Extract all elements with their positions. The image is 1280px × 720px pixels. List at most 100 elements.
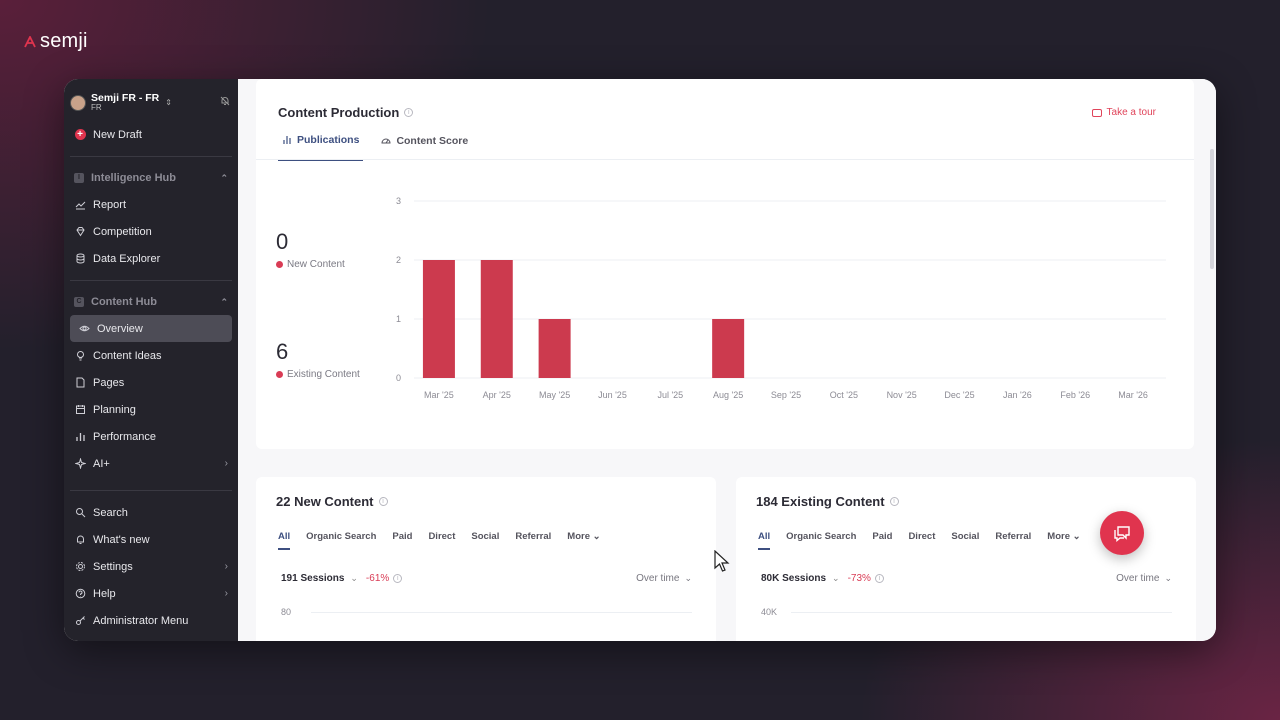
tab-direct[interactable]: Direct — [428, 531, 456, 542]
divider — [70, 156, 232, 157]
range-label: Over time — [636, 573, 680, 584]
tab-organic-search[interactable]: Organic Search — [786, 531, 857, 542]
tab-paid[interactable]: Paid — [872, 531, 893, 542]
sidebar-item-label: Help — [93, 587, 116, 600]
chart-bar[interactable] — [538, 319, 571, 378]
tab-social[interactable]: Social — [951, 531, 980, 542]
sidebar-item-administrator-menu[interactable]: Administrator Menu — [70, 607, 232, 634]
sidebar-item-label: Data Explorer — [93, 252, 161, 265]
info-icon[interactable]: i — [378, 497, 388, 506]
sidebar-item-help[interactable]: Help › — [70, 580, 232, 607]
x-tick-label: Jan '26 — [1003, 390, 1032, 400]
sessions-dropdown[interactable]: 191 Sessions — [281, 573, 345, 584]
card-title: 22 New Content — [276, 494, 374, 509]
bell-off-icon[interactable] — [220, 96, 230, 109]
tab-social[interactable]: Social — [471, 531, 500, 542]
tab-label: More — [1047, 531, 1070, 542]
plus-icon: + — [74, 129, 86, 140]
section-label: Intelligence Hub — [91, 172, 176, 184]
tab-more[interactable]: More ⌄ — [1047, 531, 1080, 550]
chart-bar[interactable] — [422, 260, 455, 378]
sidebar-item-data-explorer[interactable]: Data Explorer — [64, 245, 238, 272]
new-content-card: 22 New Content i All Organic Search Paid… — [256, 477, 716, 641]
chevron-down-icon: ⌄ — [1164, 573, 1172, 583]
sidebar-item-performance[interactable]: Performance — [64, 423, 238, 450]
new-draft-label: New Draft — [93, 128, 142, 141]
tab-publications[interactable]: Publications — [278, 134, 364, 161]
range-dropdown[interactable]: Over time ⌄ — [1116, 573, 1172, 584]
tab-direct[interactable]: Direct — [908, 531, 936, 542]
section-intelligence-hub[interactable]: I Intelligence Hub ⌃ — [64, 165, 238, 191]
x-tick-label: Feb '26 — [1060, 390, 1090, 400]
content-production-tabs: Publications Content Score — [278, 134, 486, 161]
range-dropdown[interactable]: Over time ⌄ — [636, 573, 692, 584]
gear-icon — [74, 561, 86, 572]
tab-label: Content Score — [396, 135, 469, 147]
workspace-name: Semji FR - FR — [91, 91, 160, 104]
app-window: Semji FR - FR FR ⇕ + New Draft I Intelli… — [64, 79, 1216, 641]
sidebar-item-label: Report — [93, 198, 127, 211]
diamond-icon — [74, 226, 86, 237]
lightbulb-icon — [74, 350, 86, 361]
sidebar-item-label: What's new — [93, 533, 150, 546]
tab-referral[interactable]: Referral — [515, 531, 552, 542]
sidebar-item-label: Search — [93, 506, 128, 519]
x-tick-label: Mar '26 — [1118, 390, 1148, 400]
sidebar-item-label: Settings — [93, 560, 133, 573]
info-icon[interactable]: i — [404, 108, 414, 117]
scrollbar[interactable] — [1210, 149, 1214, 269]
chevron-right-icon: › — [224, 561, 228, 572]
sessions-dropdown[interactable]: 80K Sessions — [761, 573, 827, 584]
tab-all[interactable]: All — [278, 531, 291, 550]
calendar-icon — [74, 404, 86, 415]
chart-bar[interactable] — [480, 260, 513, 378]
info-icon[interactable]: i — [874, 574, 884, 583]
chevron-up-icon: ⌃ — [220, 172, 228, 183]
chat-button[interactable] — [1100, 511, 1144, 555]
sidebar-item-report[interactable]: Report — [64, 191, 238, 218]
sidebar-item-label: Performance — [93, 430, 156, 443]
x-tick-label: Aug '25 — [713, 390, 743, 400]
sidebar-item-settings[interactable]: Settings › — [70, 553, 232, 580]
sidebar-bottom-nav: Search What's new Settings › Help › Admi… — [70, 490, 232, 634]
bar-chart-icon — [74, 431, 86, 442]
workspace-switcher[interactable]: Semji FR - FR FR ⇕ — [64, 79, 238, 115]
content-production-title: Content Production i — [278, 105, 414, 120]
info-icon[interactable]: i — [889, 497, 899, 506]
card-title: Content Production — [278, 105, 400, 120]
tab-paid[interactable]: Paid — [392, 531, 413, 542]
section-content-hub[interactable]: C Content Hub ⌃ — [64, 289, 238, 315]
sidebar-item-ai-plus[interactable]: AI+ › — [64, 450, 238, 477]
chart-bar[interactable] — [712, 319, 745, 378]
bell-icon — [74, 534, 86, 545]
divider — [70, 280, 232, 281]
x-tick-label: Mar '25 — [424, 390, 454, 400]
tab-more[interactable]: More ⌄ — [567, 531, 600, 550]
sidebar-item-content-ideas[interactable]: Content Ideas — [64, 342, 238, 369]
tab-label: More — [567, 531, 590, 542]
tab-organic-search[interactable]: Organic Search — [306, 531, 377, 542]
take-a-tour-link[interactable]: Take a tour — [1091, 107, 1156, 118]
sidebar-item-label: Content Ideas — [93, 349, 162, 362]
tab-content-score[interactable]: Content Score — [377, 134, 472, 161]
sidebar-item-search[interactable]: Search — [70, 499, 232, 526]
tab-referral[interactable]: Referral — [995, 531, 1032, 542]
new-draft-button[interactable]: + New Draft — [64, 121, 238, 148]
avatar — [70, 94, 86, 111]
chart-line-icon — [74, 199, 86, 210]
gauge-icon — [381, 138, 391, 144]
tab-all[interactable]: All — [758, 531, 771, 550]
section-label: Content Hub — [91, 296, 157, 308]
info-icon[interactable]: i — [393, 574, 403, 583]
sidebar-item-competition[interactable]: Competition — [64, 218, 238, 245]
stat-label: Existing Content — [287, 369, 360, 380]
sidebar: Semji FR - FR FR ⇕ + New Draft I Intelli… — [64, 79, 238, 641]
sidebar-item-whats-new[interactable]: What's new — [70, 526, 232, 553]
sparkle-icon — [74, 458, 86, 469]
sidebar-item-overview[interactable]: Overview — [70, 315, 232, 342]
y-tick-label: 2 — [396, 255, 401, 265]
sidebar-item-planning[interactable]: Planning — [64, 396, 238, 423]
sidebar-item-pages[interactable]: Pages — [64, 369, 238, 396]
x-tick-label: Oct '25 — [830, 390, 858, 400]
new-content-title: 22 New Content i — [276, 494, 388, 509]
